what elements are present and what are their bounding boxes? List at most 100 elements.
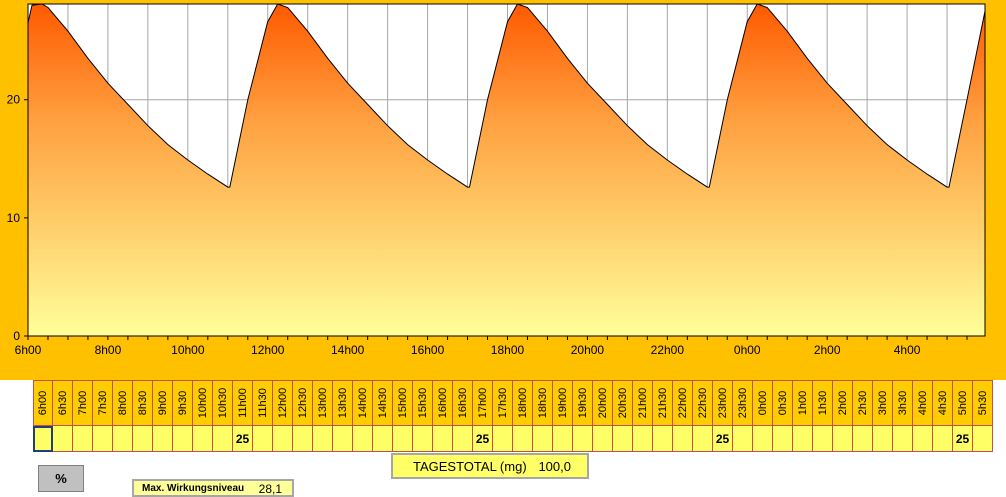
time-header-cell[interactable]: 19h00 bbox=[553, 380, 573, 426]
time-header-label: 13h00 bbox=[316, 387, 329, 419]
time-header-cell[interactable]: 15h30 bbox=[413, 380, 433, 426]
dose-input-cell[interactable] bbox=[93, 426, 113, 452]
dose-input-cell[interactable] bbox=[253, 426, 273, 452]
time-header-cell[interactable]: 3h30 bbox=[893, 380, 913, 426]
dose-input-cell[interactable] bbox=[773, 426, 793, 452]
time-header-cell[interactable]: 10h00 bbox=[193, 380, 213, 426]
time-header-cell[interactable]: 2h00 bbox=[833, 380, 853, 426]
dose-input-cell[interactable] bbox=[293, 426, 313, 452]
time-header-cell[interactable]: 12h30 bbox=[293, 380, 313, 426]
dose-input-cell[interactable] bbox=[133, 426, 153, 452]
dose-input-cell[interactable] bbox=[853, 426, 873, 452]
time-header-cell[interactable]: 3h00 bbox=[873, 380, 893, 426]
time-header-label: 19h30 bbox=[576, 387, 589, 419]
dose-input-cell[interactable]: 25 bbox=[473, 426, 493, 452]
dose-input-cell[interactable] bbox=[573, 426, 593, 452]
dose-input-cell[interactable]: 25 bbox=[233, 426, 253, 452]
dose-input-cell[interactable] bbox=[73, 426, 93, 452]
dose-input-cell[interactable]: 25 bbox=[713, 426, 733, 452]
dose-input-cell[interactable] bbox=[973, 426, 993, 452]
dose-input-cell[interactable] bbox=[313, 426, 333, 452]
time-header-cell[interactable]: 10h30 bbox=[213, 380, 233, 426]
time-header-cell[interactable]: 13h00 bbox=[313, 380, 333, 426]
dose-input-cell[interactable] bbox=[373, 426, 393, 452]
dose-input-cell[interactable] bbox=[753, 426, 773, 452]
dose-input-cell[interactable] bbox=[553, 426, 573, 452]
dose-input-cell[interactable] bbox=[873, 426, 893, 452]
time-header-cell[interactable]: 9h30 bbox=[173, 380, 193, 426]
dose-input-cell[interactable] bbox=[533, 426, 553, 452]
time-header-cell[interactable]: 5h00 bbox=[953, 380, 973, 426]
dose-input-cell[interactable] bbox=[33, 426, 53, 452]
time-header-cell[interactable]: 14h30 bbox=[373, 380, 393, 426]
time-header-cell[interactable]: 15h00 bbox=[393, 380, 413, 426]
dose-input-cell[interactable]: 25 bbox=[953, 426, 973, 452]
time-header-cell[interactable]: 7h30 bbox=[93, 380, 113, 426]
dose-input-cell[interactable] bbox=[453, 426, 473, 452]
dose-input-cell[interactable] bbox=[113, 426, 133, 452]
dose-input-cell[interactable] bbox=[213, 426, 233, 452]
time-header-cell[interactable]: 16h30 bbox=[453, 380, 473, 426]
time-header-cell[interactable]: 23h30 bbox=[733, 380, 753, 426]
dose-input-cell[interactable] bbox=[913, 426, 933, 452]
time-header-cell[interactable]: 1h30 bbox=[813, 380, 833, 426]
y-tick-label: 10 bbox=[7, 211, 21, 225]
time-header-cell[interactable]: 6h30 bbox=[53, 380, 73, 426]
time-header-cell[interactable]: 22h00 bbox=[673, 380, 693, 426]
time-header-cell[interactable]: 13h30 bbox=[333, 380, 353, 426]
time-header-cell[interactable]: 8h00 bbox=[113, 380, 133, 426]
time-header-cell[interactable]: 5h30 bbox=[973, 380, 993, 426]
time-header-cell[interactable]: 20h30 bbox=[613, 380, 633, 426]
dose-input-cell[interactable] bbox=[433, 426, 453, 452]
time-header-cell[interactable]: 22h30 bbox=[693, 380, 713, 426]
dose-input-cell[interactable] bbox=[273, 426, 293, 452]
dose-input-cell[interactable] bbox=[413, 426, 433, 452]
time-header-cell[interactable]: 6h00 bbox=[33, 380, 53, 426]
time-header-cell[interactable]: 2h30 bbox=[853, 380, 873, 426]
time-header-cell[interactable]: 0h00 bbox=[753, 380, 773, 426]
time-header-cell[interactable]: 12h00 bbox=[273, 380, 293, 426]
dose-input-cell[interactable] bbox=[933, 426, 953, 452]
dose-input-cell[interactable] bbox=[513, 426, 533, 452]
time-header-cell[interactable]: 14h00 bbox=[353, 380, 373, 426]
time-header-cell[interactable]: 20h00 bbox=[593, 380, 613, 426]
dose-input-cell[interactable] bbox=[813, 426, 833, 452]
time-header-cell[interactable]: 8h30 bbox=[133, 380, 153, 426]
time-header-cell[interactable]: 1h00 bbox=[793, 380, 813, 426]
dose-input-cell[interactable] bbox=[153, 426, 173, 452]
dose-input-cell[interactable] bbox=[193, 426, 213, 452]
time-header-cell[interactable]: 18h30 bbox=[533, 380, 553, 426]
time-header-cell[interactable]: 18h00 bbox=[513, 380, 533, 426]
time-header-cell[interactable]: 17h00 bbox=[473, 380, 493, 426]
time-header-cell[interactable]: 16h00 bbox=[433, 380, 453, 426]
time-header-cell[interactable]: 21h00 bbox=[633, 380, 653, 426]
time-header-cell[interactable]: 21h30 bbox=[653, 380, 673, 426]
dose-input-cell[interactable] bbox=[53, 426, 73, 452]
time-header-cell[interactable]: 11h30 bbox=[253, 380, 273, 426]
dose-input-cell[interactable] bbox=[493, 426, 513, 452]
time-header-cell[interactable]: 23h00 bbox=[713, 380, 733, 426]
dose-input-cell[interactable] bbox=[173, 426, 193, 452]
dose-input-cell[interactable] bbox=[593, 426, 613, 452]
dose-input-cell[interactable] bbox=[613, 426, 633, 452]
dose-input-cell[interactable] bbox=[693, 426, 713, 452]
time-header-cell[interactable]: 4h30 bbox=[933, 380, 953, 426]
dose-input-cell[interactable] bbox=[833, 426, 853, 452]
dose-input-cell[interactable] bbox=[733, 426, 753, 452]
dose-input-cell[interactable] bbox=[633, 426, 653, 452]
percent-button[interactable]: % bbox=[38, 465, 84, 492]
time-header-cell[interactable]: 7h00 bbox=[73, 380, 93, 426]
dose-input-cell[interactable] bbox=[673, 426, 693, 452]
dose-input-cell[interactable] bbox=[333, 426, 353, 452]
time-header-cell[interactable]: 0h30 bbox=[773, 380, 793, 426]
time-header-cell[interactable]: 11h00 bbox=[233, 380, 253, 426]
time-header-cell[interactable]: 4h00 bbox=[913, 380, 933, 426]
dose-input-cell[interactable] bbox=[393, 426, 413, 452]
time-header-cell[interactable]: 9h00 bbox=[153, 380, 173, 426]
dose-input-cell[interactable] bbox=[793, 426, 813, 452]
dose-input-cell[interactable] bbox=[653, 426, 673, 452]
dose-input-cell[interactable] bbox=[353, 426, 373, 452]
dose-input-cell[interactable] bbox=[893, 426, 913, 452]
time-header-cell[interactable]: 19h30 bbox=[573, 380, 593, 426]
time-header-cell[interactable]: 17h30 bbox=[493, 380, 513, 426]
